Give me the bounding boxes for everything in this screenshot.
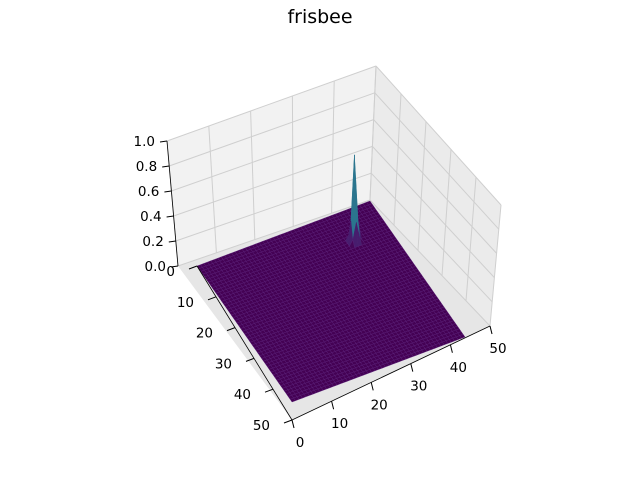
grid-line	[465, 177, 477, 301]
z-tick-label: 0.6	[138, 184, 159, 200]
grid-line	[166, 65, 377, 142]
z-tick-label: 0.4	[140, 209, 161, 225]
z-tick-label: 0.2	[142, 234, 163, 250]
grid-line	[370, 172, 493, 303]
z-tick	[164, 190, 172, 193]
back-pane-right	[370, 66, 501, 326]
surface-facet	[289, 397, 296, 403]
x-tick-label: 30	[215, 356, 232, 372]
grid-line	[417, 121, 427, 251]
z-tick	[166, 215, 174, 218]
grid-line	[169, 92, 375, 167]
grid-line	[175, 172, 372, 242]
z-tick	[170, 265, 179, 268]
grid-line	[375, 65, 502, 206]
back-pane-left	[167, 66, 376, 266]
y-tick	[449, 344, 453, 353]
grid-line	[393, 93, 402, 226]
y-tick-label: 50	[489, 341, 506, 357]
x-tick	[188, 265, 198, 270]
x-tick	[283, 419, 293, 424]
grid-line	[369, 199, 491, 327]
grid-line	[372, 146, 495, 278]
grid-line	[171, 119, 374, 192]
z-tick-label: 0.8	[136, 159, 157, 175]
z-tick-label: 1.0	[134, 134, 155, 150]
z-axis-line	[166, 140, 179, 267]
surface-mesh	[196, 154, 466, 403]
grid-line	[331, 80, 335, 214]
x-tick-label: 10	[177, 295, 194, 311]
z-tick	[159, 140, 168, 143]
x-tick-label: 50	[253, 418, 270, 434]
y-tick-label: 30	[410, 379, 427, 395]
grid-line	[291, 95, 294, 227]
grid-line	[173, 145, 373, 217]
z-tick-label: 0.0	[145, 259, 166, 275]
y-tick	[291, 419, 295, 429]
grid-line	[177, 199, 371, 267]
y-tick	[370, 382, 374, 391]
y-tick-label: 10	[331, 416, 348, 432]
y-tick	[489, 325, 493, 335]
x-axis-line	[196, 265, 293, 421]
x-tick	[245, 357, 255, 362]
grid-line	[208, 125, 217, 253]
chart-title: frisbee	[287, 6, 353, 28]
z-tick	[162, 165, 170, 168]
z-tick	[168, 240, 176, 243]
y-tick-label: 20	[371, 397, 388, 413]
x-tick	[264, 388, 274, 393]
grid-line	[374, 92, 500, 230]
x-tick-label: 20	[196, 326, 213, 342]
y-tick	[410, 363, 414, 372]
y-tick-label: 40	[450, 360, 467, 376]
grid-line	[441, 149, 452, 276]
grid-line	[489, 204, 502, 327]
y-tick	[331, 401, 335, 410]
x-tick-label: 40	[234, 387, 251, 403]
grid-line	[369, 65, 377, 201]
x-tick	[226, 327, 236, 332]
x-tick	[207, 296, 217, 301]
grid-line	[373, 119, 497, 254]
grid-line	[250, 110, 256, 240]
x-tick-label: 0	[166, 264, 175, 280]
y-axis-line	[291, 325, 491, 421]
y-tick-label: 0	[296, 435, 305, 451]
